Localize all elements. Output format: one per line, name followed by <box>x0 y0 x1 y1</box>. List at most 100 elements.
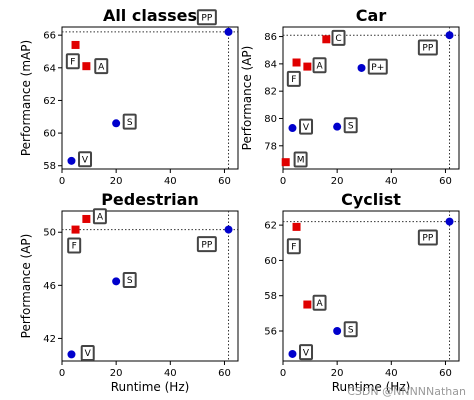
data-point-a <box>82 62 91 71</box>
panel-0: All classes 0 20 40 60 58 60 62 64 66 Performance … <box>19 6 239 187</box>
data-point-pp <box>445 31 454 40</box>
y-tick-label: 56 <box>264 327 277 338</box>
x-tick-label: 20 <box>331 176 344 187</box>
point-annotation-box <box>299 118 314 135</box>
point-annotation-label: P+ <box>371 63 384 73</box>
y-tick-label: 82 <box>264 87 277 98</box>
data-point-a <box>303 62 312 71</box>
y-tick-label: 46 <box>43 281 56 292</box>
x-tick-label: 40 <box>164 176 177 187</box>
point-annotation-box <box>80 345 95 362</box>
point-annotation-box <box>343 321 358 338</box>
y-tick-label: 62 <box>264 221 277 232</box>
plot-frame <box>61 210 239 362</box>
data-point-v <box>67 156 76 165</box>
x-tick-label: 60 <box>439 176 452 187</box>
point-annotation-box <box>331 29 346 46</box>
data-point-pp <box>224 27 233 36</box>
point-annotation-label: A <box>316 299 323 309</box>
x-tick-label: 20 <box>110 368 123 379</box>
point-annotation-label: F <box>291 242 296 252</box>
data-point-pp <box>445 217 454 226</box>
data-point-c <box>322 35 331 44</box>
x-axis-label: Runtime (Hz) <box>111 380 190 394</box>
point-annotation-box <box>65 53 80 70</box>
point-annotation-label: S <box>127 276 133 286</box>
x-tick-label: 40 <box>385 176 398 187</box>
point-annotation-box <box>343 117 358 134</box>
x-axis-label: Runtime (Hz) <box>332 380 411 394</box>
point-annotation-label: V <box>303 123 310 133</box>
point-annotation-label: S <box>348 325 354 335</box>
data-point-f <box>71 40 80 49</box>
y-tick-label: 78 <box>264 141 277 152</box>
point-annotation-label: S <box>127 118 133 128</box>
y-tick-label: 80 <box>264 114 277 125</box>
data-point-s <box>112 119 121 128</box>
point-annotation-label: F <box>291 75 296 85</box>
data-point-a <box>82 214 91 223</box>
point-annotation-box <box>312 294 327 311</box>
point-annotation-box <box>286 70 301 87</box>
y-tick-label: 60 <box>43 129 56 140</box>
point-annotation-label: PP <box>422 44 433 54</box>
point-annotation-box <box>286 238 301 255</box>
y-tick-label: 42 <box>43 334 56 345</box>
point-annotation-label: C <box>335 34 341 44</box>
y-axis-label: Performance (AP) <box>240 46 254 151</box>
point-annotation-label: F <box>72 242 77 252</box>
x-tick-label: 0 <box>59 368 65 379</box>
x-tick-label: 0 <box>280 368 286 379</box>
data-point-pplus <box>357 63 366 72</box>
point-annotation-label: A <box>97 213 104 223</box>
point-annotation-box <box>417 39 438 56</box>
x-tick-label: 60 <box>439 368 452 379</box>
data-point-f <box>71 225 80 234</box>
point-annotation-label: V <box>303 348 310 358</box>
data-point-s <box>333 122 342 131</box>
point-annotation-label: PP <box>201 240 212 250</box>
point-annotation-label: S <box>348 122 354 132</box>
point-annotation-label: A <box>98 62 105 72</box>
point-annotation-label: M <box>297 156 305 166</box>
x-tick-label: 20 <box>331 368 344 379</box>
point-annotation-box <box>417 229 438 246</box>
data-point-v <box>67 350 76 359</box>
panel-2: Pedestrian 0 20 40 60 42 46 50 Performance (AP) R… <box>19 190 239 394</box>
point-annotation-label: A <box>316 61 323 71</box>
y-tick-label: 86 <box>264 32 277 43</box>
y-axis-label: Performance (AP) <box>19 234 33 339</box>
panel-title: Pedestrian <box>101 190 199 209</box>
panel-3: Cyclist 0 20 40 60 56 58 60 62 Runtime (Hz) PP F A S V <box>264 190 460 394</box>
y-tick-label: 84 <box>264 59 277 70</box>
watermark-text: CSDN @NNNNNathan <box>347 385 466 398</box>
data-point-pp <box>224 225 233 234</box>
point-annotation-box <box>196 236 217 253</box>
point-annotation-box <box>67 237 82 254</box>
x-tick-label: 60 <box>218 176 231 187</box>
point-annotation-box <box>122 272 137 289</box>
point-annotation-box <box>78 151 93 168</box>
point-annotation-box <box>299 344 314 361</box>
data-point-v <box>288 349 297 358</box>
y-tick-label: 50 <box>43 228 56 239</box>
point-annotation-box <box>196 9 217 26</box>
data-point-s <box>112 277 121 286</box>
plot-frame <box>61 26 239 170</box>
y-tick-label: 58 <box>43 161 56 172</box>
point-annotation-box <box>312 57 327 74</box>
y-tick-label: 64 <box>43 63 56 74</box>
y-tick-label: 58 <box>264 291 277 302</box>
panel-title: All classes <box>103 6 197 25</box>
x-tick-label: 0 <box>59 176 65 187</box>
data-point-f <box>292 222 301 231</box>
data-point-m <box>281 158 290 167</box>
point-annotation-label: V <box>82 155 89 165</box>
point-annotation-box <box>122 113 137 130</box>
point-annotation-box <box>94 58 109 75</box>
point-annotation-box <box>293 151 308 168</box>
point-annotation-box <box>92 208 107 225</box>
panel-title: Car <box>356 6 387 25</box>
y-axis-label: Performance (mAP) <box>19 40 33 156</box>
